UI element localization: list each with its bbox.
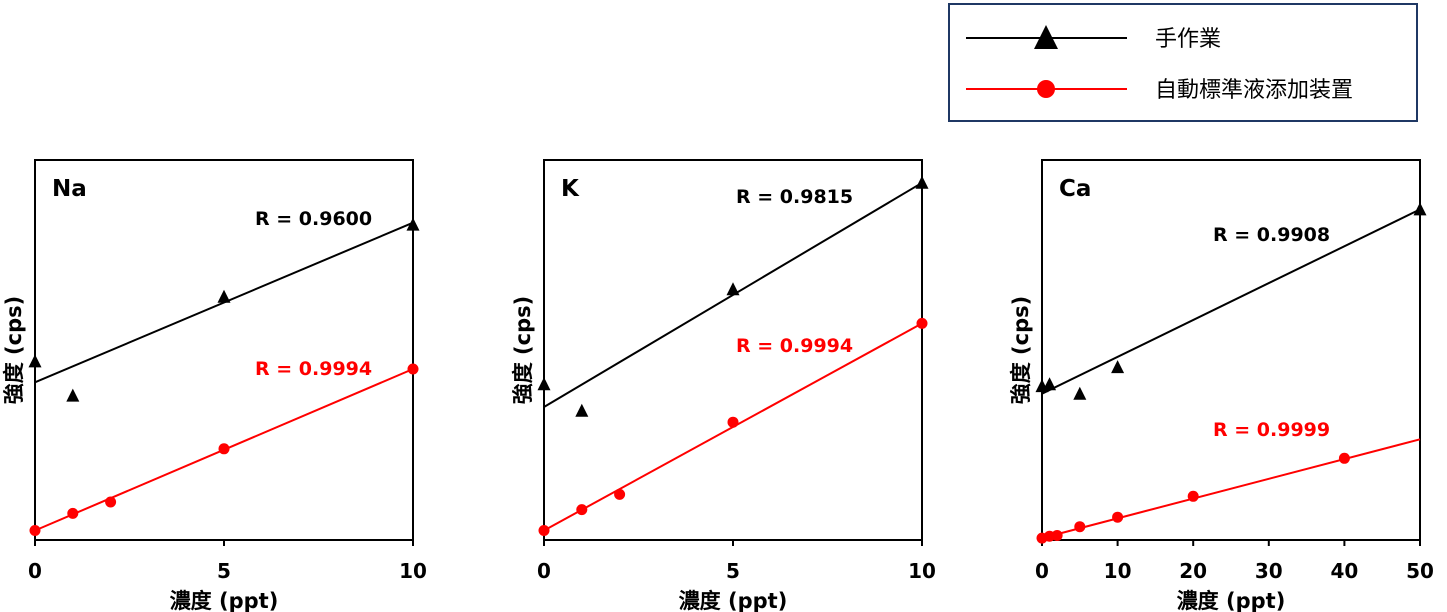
x-axis-label: 濃度 (ppt) xyxy=(1177,589,1286,612)
series-manual: R = 0.9815 xyxy=(537,175,929,417)
x-tick-label: 0 xyxy=(1035,559,1049,583)
x-axis-label: 濃度 (ppt) xyxy=(679,589,788,612)
panel-title: K xyxy=(561,176,580,202)
data-point xyxy=(66,388,80,402)
data-point xyxy=(218,443,230,455)
data-point xyxy=(29,525,41,536)
x-tick-label: 5 xyxy=(217,559,231,583)
data-point xyxy=(727,416,739,428)
data-point xyxy=(916,317,928,329)
x-tick-label: 10 xyxy=(908,559,936,583)
r-value-label: R = 0.9994 xyxy=(736,335,853,357)
series-auto: R = 0.9994 xyxy=(538,317,928,536)
legend-auto-circle-icon xyxy=(1037,80,1055,98)
panel-title: Na xyxy=(52,176,87,202)
data-point xyxy=(217,289,231,303)
y-axis-label: 強度 (cps) xyxy=(511,296,535,405)
data-point xyxy=(1073,386,1087,400)
x-tick-label: 20 xyxy=(1179,559,1207,583)
data-point xyxy=(406,217,420,231)
data-point xyxy=(407,363,419,375)
data-point xyxy=(537,377,551,391)
r-value-label: R = 0.9815 xyxy=(736,186,853,208)
legend-manual-label: 手作業 xyxy=(1155,27,1221,52)
legend-auto-label: 自動標準液添加装置 xyxy=(1155,78,1353,103)
data-point xyxy=(1074,521,1086,533)
series-auto: R = 0.9999 xyxy=(1036,419,1421,544)
x-tick-label: 0 xyxy=(28,559,42,583)
data-point xyxy=(726,282,740,296)
data-point xyxy=(1338,452,1350,464)
x-tick-label: 10 xyxy=(399,559,427,583)
fit-line xyxy=(1041,438,1421,540)
fit-line xyxy=(1041,208,1421,395)
legend: 手作業 自動標準液添加装置 xyxy=(948,3,1418,122)
r-value-label: R = 0.9994 xyxy=(255,358,372,380)
series-manual: R = 0.9908 xyxy=(1035,202,1427,400)
panel-ca: Ca 0 10 20 30 40 50 濃度 (ppt) 強度 (cps) R = 0.9908 R… xyxy=(1009,159,1434,612)
x-axis-label: 濃度 (ppt) xyxy=(170,589,279,612)
series-manual: R = 0.9600 xyxy=(28,208,420,402)
panel-title: Ca xyxy=(1059,176,1091,202)
data-point xyxy=(1043,377,1057,391)
data-point xyxy=(614,488,626,500)
x-tick-label: 5 xyxy=(726,559,740,583)
data-point xyxy=(1051,529,1063,541)
data-point xyxy=(1112,511,1124,523)
y-axis-label: 強度 (cps) xyxy=(1009,296,1033,405)
chart-panels: Na 0 5 10 濃度 (ppt) 強度 (cps) R = 0.9600 R = 0.99… xyxy=(2,159,1434,612)
y-axis-label: 強度 (cps) xyxy=(2,296,26,405)
data-point xyxy=(575,403,589,417)
data-point xyxy=(28,354,42,368)
x-tick-label: 30 xyxy=(1255,559,1283,583)
data-point xyxy=(538,525,550,536)
data-point xyxy=(1111,360,1125,374)
r-value-label: R = 0.9999 xyxy=(1213,419,1330,441)
panel-na: Na 0 5 10 濃度 (ppt) 強度 (cps) R = 0.9600 R = 0.99… xyxy=(2,159,427,612)
x-tick-label: 0 xyxy=(537,559,551,583)
data-point xyxy=(576,504,588,516)
r-value-label: R = 0.9908 xyxy=(1213,224,1330,246)
data-point xyxy=(105,496,117,508)
legend-box xyxy=(948,3,1418,122)
x-tick-label: 40 xyxy=(1330,559,1358,583)
panel-k: K 0 5 10 濃度 (ppt) 強度 (cps) R = 0.9815 R = 0.999… xyxy=(511,159,936,612)
data-point xyxy=(915,175,929,189)
series-auto: R = 0.9994 xyxy=(29,358,419,536)
r-value-label: R = 0.9600 xyxy=(255,208,372,230)
data-point xyxy=(1413,202,1427,216)
data-point xyxy=(67,507,79,519)
data-point xyxy=(1187,490,1199,502)
plot-frame xyxy=(1041,159,1421,541)
legend-manual-triangle-icon xyxy=(1034,25,1058,49)
x-tick-label: 50 xyxy=(1406,559,1434,583)
x-tick-label: 10 xyxy=(1104,559,1132,583)
